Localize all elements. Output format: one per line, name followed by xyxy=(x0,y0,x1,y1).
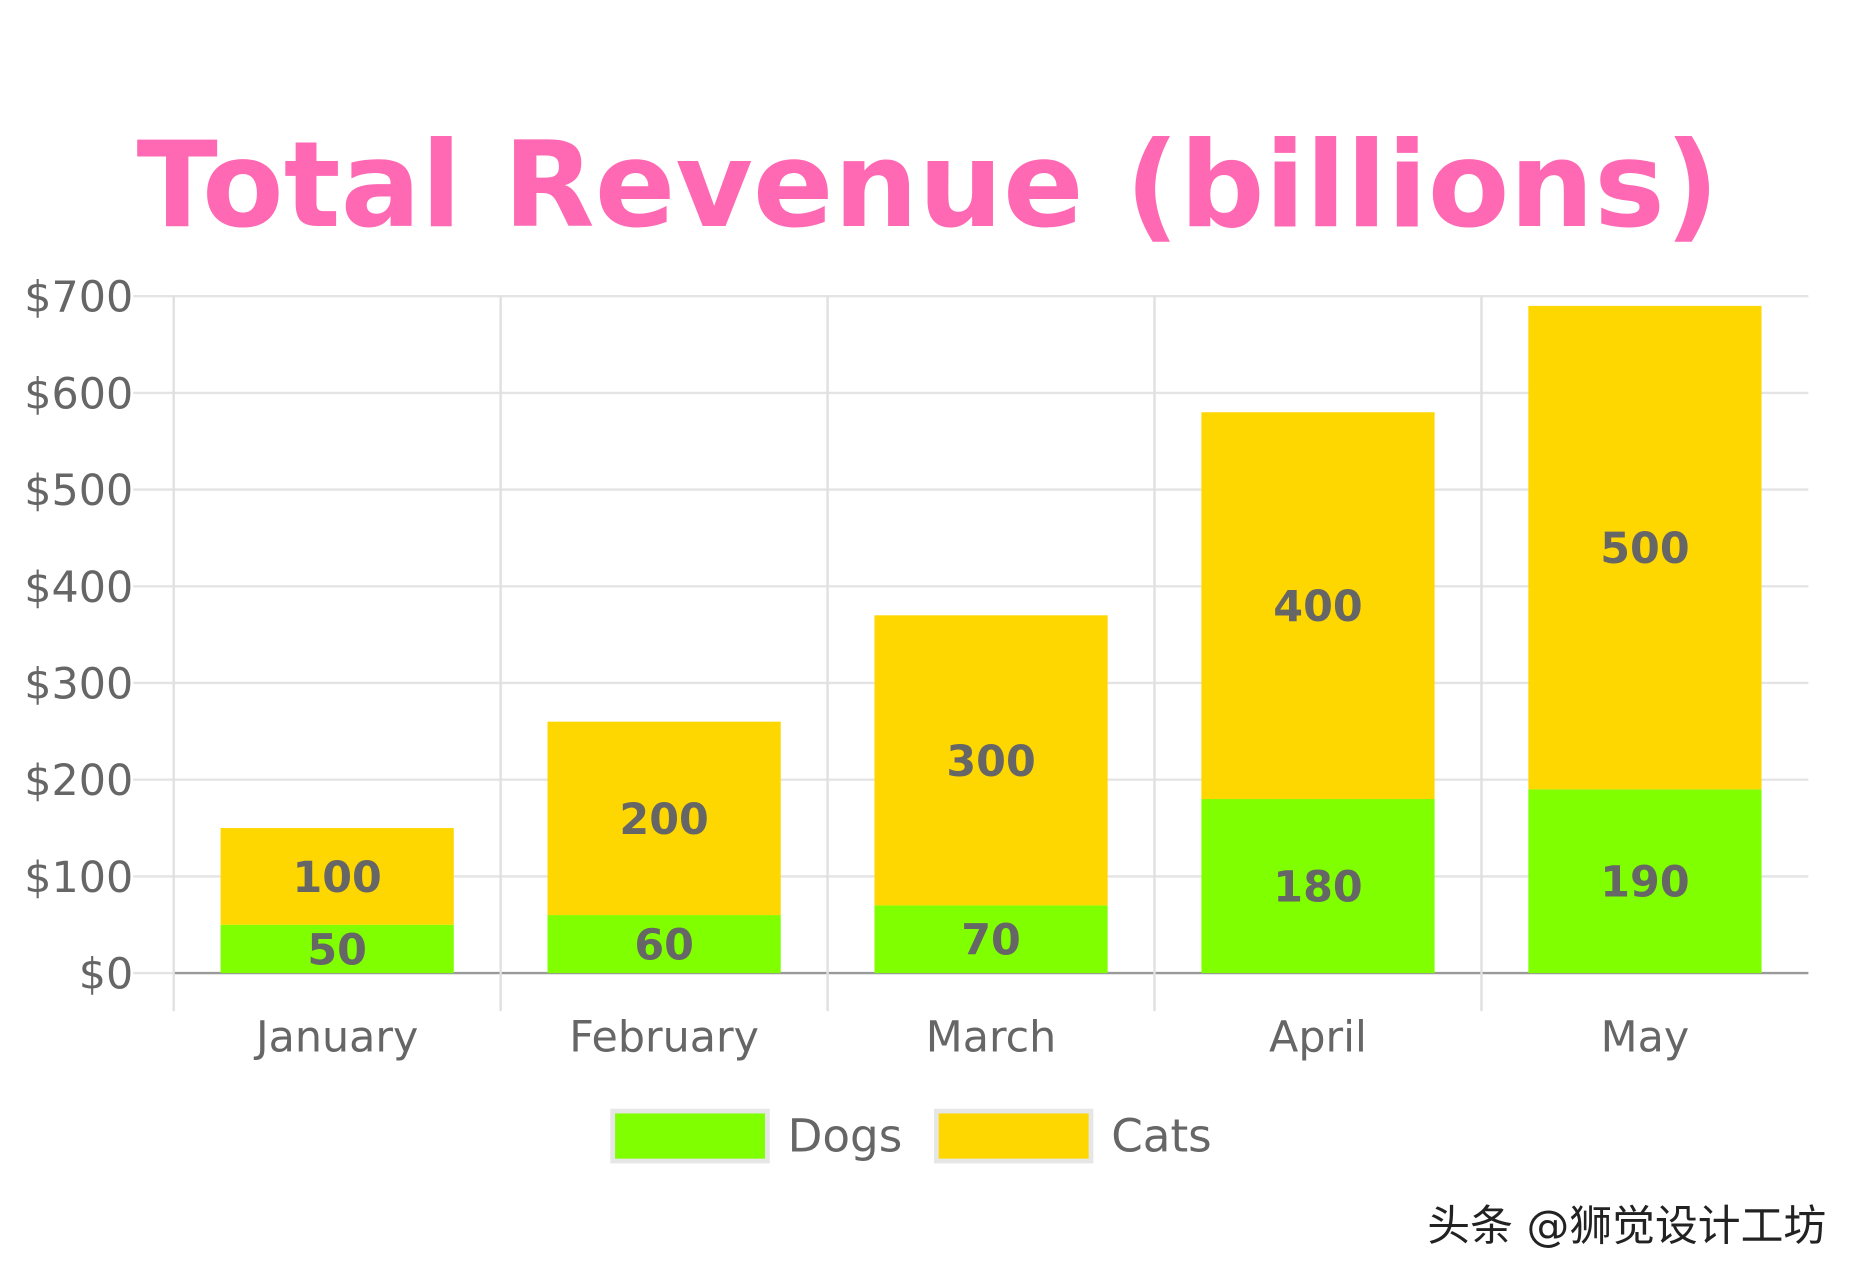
bar-dogs xyxy=(220,924,454,974)
legend-label: Cats xyxy=(1111,1110,1212,1163)
data-label: 300 xyxy=(946,737,1035,787)
bar-cats xyxy=(874,615,1108,906)
y-tick-label: $500 xyxy=(24,466,133,516)
data-label: 60 xyxy=(634,921,694,971)
y-tick-label: $0 xyxy=(79,950,133,1000)
bar-cats xyxy=(1528,305,1762,790)
data-label: 100 xyxy=(292,853,381,903)
bar-cats xyxy=(220,828,454,925)
data-label: 190 xyxy=(1600,858,1689,908)
data-label: 180 xyxy=(1273,863,1362,913)
bar-cats xyxy=(1201,412,1435,800)
bar-dogs xyxy=(874,905,1108,974)
y-tick-label: $100 xyxy=(24,853,133,903)
x-tick-label: April xyxy=(1269,1013,1367,1063)
legend: Dogs Cats xyxy=(610,1108,1212,1164)
bars: 50 100 60 200 70 300 180 400 190 500 xyxy=(220,305,1762,975)
bar-dogs xyxy=(547,915,781,974)
x-tick-label: January xyxy=(253,1013,418,1063)
y-axis: $0 $100 $200 $300 $400 $500 $600 $700 xyxy=(24,273,133,1000)
chart-title: Total Revenue (billions) xyxy=(137,117,1720,255)
x-tick-label: February xyxy=(569,1013,759,1063)
x-tick-label: May xyxy=(1601,1013,1690,1063)
data-label: 50 xyxy=(307,925,367,975)
bar-cats xyxy=(547,721,781,916)
x-axis: January February March April May xyxy=(253,1013,1689,1063)
y-tick-label: $600 xyxy=(24,369,133,419)
y-tick-label: $700 xyxy=(24,273,133,323)
legend-label: Dogs xyxy=(788,1110,903,1163)
bar-dogs xyxy=(1528,789,1762,974)
x-tick-label: March xyxy=(926,1013,1057,1063)
data-label: 200 xyxy=(619,795,708,845)
y-tick-label: $200 xyxy=(24,756,133,806)
legend-swatch-dogs xyxy=(610,1108,770,1164)
y-tick-label: $300 xyxy=(24,659,133,709)
y-tick-label: $400 xyxy=(24,563,133,613)
legend-swatch-cats xyxy=(933,1108,1094,1164)
data-label: 70 xyxy=(961,916,1021,966)
watermark: 头条 @狮觉设计工坊 xyxy=(1427,1202,1826,1252)
data-label: 400 xyxy=(1273,582,1362,632)
data-label: 500 xyxy=(1600,524,1689,574)
bar-dogs xyxy=(1201,799,1435,974)
